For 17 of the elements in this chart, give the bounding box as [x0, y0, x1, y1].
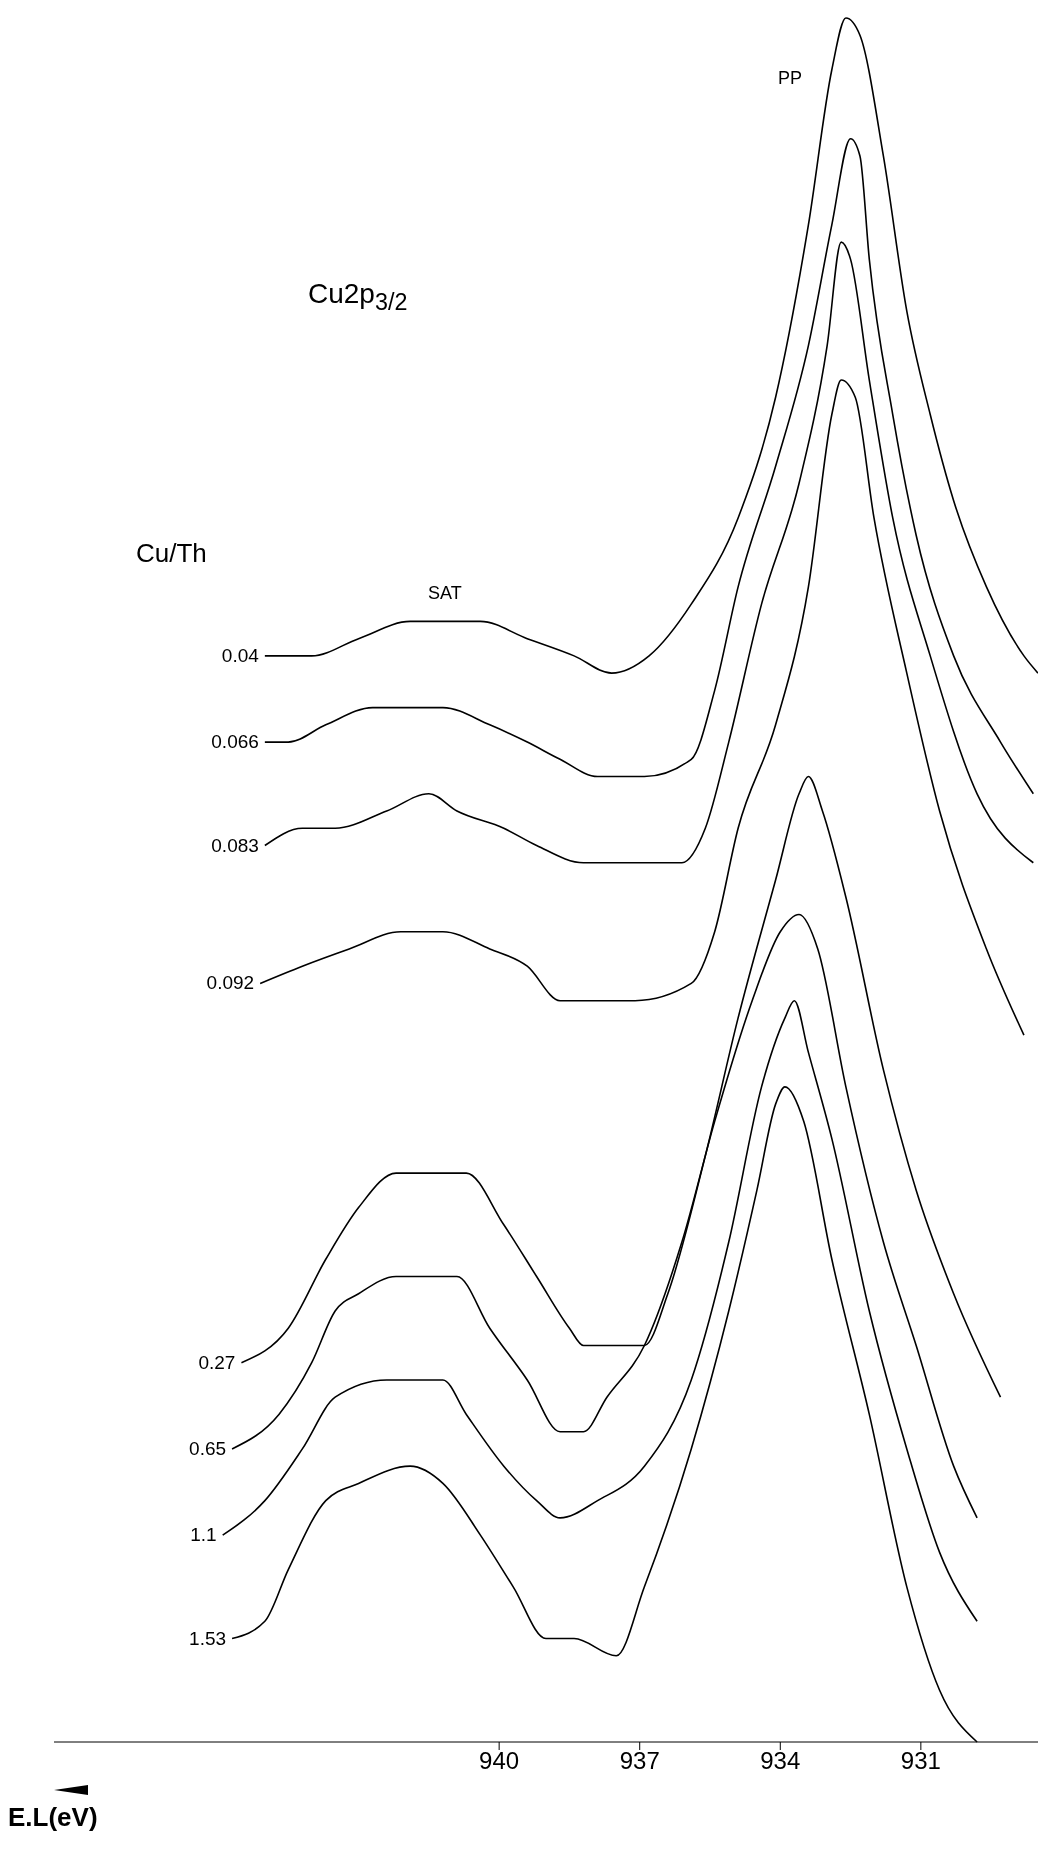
series-label: 0.066 — [211, 731, 259, 753]
x-tick-label: 940 — [479, 1747, 520, 1775]
annotation: PP — [778, 68, 803, 89]
series-label: 0.083 — [211, 834, 259, 856]
annotation: SAT — [428, 583, 462, 604]
text: Cu2p$_{3/2}$ — [308, 278, 408, 316]
series-label: 0.65 — [189, 1437, 227, 1459]
x-tick-label: 934 — [760, 1747, 801, 1775]
series-label: 1.53 — [189, 1627, 227, 1649]
series-label: 0.092 — [206, 972, 255, 994]
legend-title: Cu/Th — [136, 538, 207, 569]
series-label: 1.1 — [190, 1524, 217, 1546]
x-axis-title: E.L(eV) — [8, 1802, 98, 1833]
series-label: 0.27 — [198, 1351, 236, 1373]
x-tick-label: 937 — [619, 1747, 660, 1775]
x-tick-label: 931 — [900, 1747, 941, 1775]
series-label: 0.04 — [221, 644, 260, 666]
